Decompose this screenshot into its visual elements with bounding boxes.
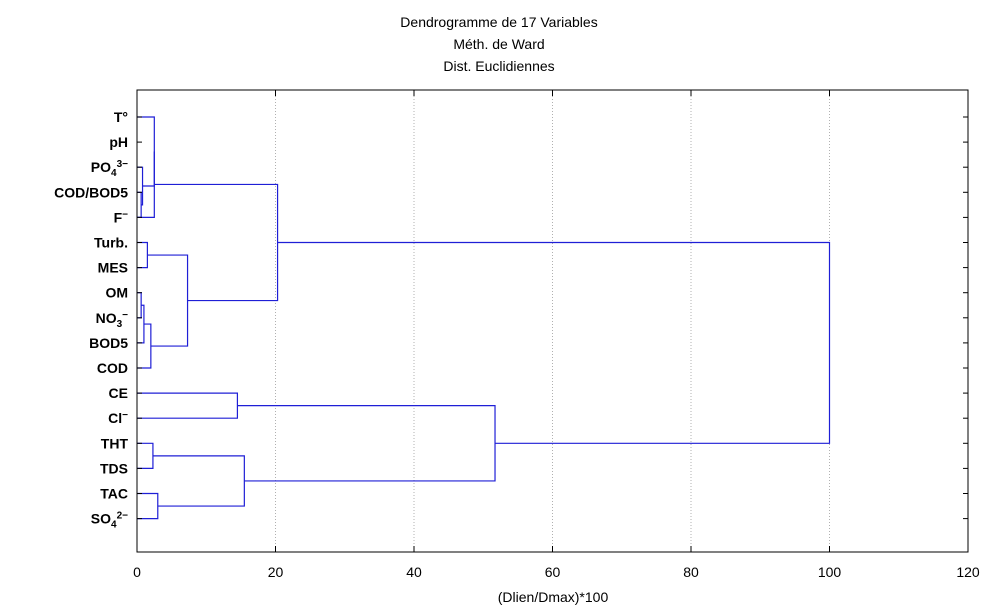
merge-link bbox=[137, 241, 148, 269]
merge-link bbox=[152, 455, 245, 507]
variable-label: Turb. bbox=[94, 235, 128, 251]
title-line-2: Méth. de Ward bbox=[453, 36, 544, 52]
variable-label-text: THT bbox=[101, 435, 129, 451]
variable-label: PO43− bbox=[91, 159, 128, 179]
variable-label: CE bbox=[109, 385, 128, 401]
x-tick-label: 120 bbox=[956, 564, 980, 580]
merge-link bbox=[154, 183, 279, 302]
variable-label: T° bbox=[114, 109, 128, 125]
merge-link bbox=[137, 304, 145, 344]
merge-link bbox=[277, 241, 831, 444]
merge-link bbox=[137, 392, 239, 419]
x-tick-label: 80 bbox=[683, 564, 699, 580]
merge-link bbox=[137, 442, 154, 469]
variable-label-text: MES bbox=[98, 260, 128, 276]
variable-label-text: PO bbox=[91, 159, 111, 175]
merge-link bbox=[137, 292, 142, 319]
variable-label-text: SO bbox=[91, 511, 111, 527]
variable-label-text: NO bbox=[96, 310, 117, 326]
variable-label-subscript: 4 bbox=[111, 520, 117, 531]
variable-label: COD bbox=[97, 360, 128, 376]
variable-label: THT bbox=[101, 435, 129, 451]
variable-label-text: F bbox=[114, 209, 123, 225]
x-axis-ticks: 0 20 40 60 80 100 120 bbox=[133, 90, 980, 580]
x-tick-label: 20 bbox=[268, 564, 284, 580]
variable-label-text: Cl bbox=[108, 410, 122, 426]
variable-label: OM bbox=[105, 285, 128, 301]
variable-label-text: TDS bbox=[100, 460, 128, 476]
x-tick-label: 40 bbox=[406, 564, 422, 580]
chart-title: Dendrogramme de 17 Variables Méth. de Wa… bbox=[400, 14, 597, 74]
variable-label-superscript: − bbox=[122, 410, 128, 421]
merge-link bbox=[137, 151, 155, 218]
variable-label-superscript: 2− bbox=[117, 511, 129, 522]
variable-label: BOD5 bbox=[89, 335, 128, 351]
variable-label-subscript: 4 bbox=[111, 168, 117, 179]
variable-label-subscript: 3 bbox=[117, 319, 123, 330]
variable-label: pH bbox=[109, 134, 128, 150]
variable-label: Cl− bbox=[108, 410, 128, 426]
variable-label-text: BOD5 bbox=[89, 335, 128, 351]
variable-label: SO42− bbox=[91, 511, 128, 531]
variable-label-superscript: 3− bbox=[117, 159, 129, 170]
variable-label-text: Turb. bbox=[94, 235, 128, 251]
variable-label: COD/BOD5 bbox=[54, 184, 128, 200]
title-line-1: Dendrogramme de 17 Variables bbox=[400, 14, 597, 30]
variable-label-text: COD bbox=[97, 360, 128, 376]
variable-label-superscript: − bbox=[122, 310, 128, 321]
variable-label-superscript: − bbox=[122, 209, 128, 220]
merge-link bbox=[137, 191, 142, 218]
merge-link bbox=[147, 254, 189, 347]
variable-label-text: CE bbox=[109, 385, 128, 401]
variable-label: F− bbox=[114, 209, 129, 225]
variable-label-text: TAC bbox=[100, 486, 128, 502]
variable-label: NO3− bbox=[96, 310, 129, 330]
merge-link bbox=[237, 405, 496, 482]
x-axis-title: (Dlien/Dmax)*100 bbox=[498, 589, 609, 605]
merge-link bbox=[137, 492, 159, 520]
x-tick-label: 100 bbox=[818, 564, 842, 580]
dendrogram-tree bbox=[137, 116, 831, 520]
variable-labels: T°pHPO43−COD/BOD5F−Turb.MESOMNO3−BOD5COD… bbox=[54, 109, 968, 531]
variable-label: TAC bbox=[100, 486, 128, 502]
merge-link bbox=[137, 116, 155, 187]
x-tick-label: 0 bbox=[133, 564, 141, 580]
title-line-3: Dist. Euclidiennes bbox=[443, 58, 554, 74]
variable-label-text: OM bbox=[105, 285, 128, 301]
variable-label: MES bbox=[98, 260, 128, 276]
variable-label: TDS bbox=[100, 460, 128, 476]
variable-label-text: T° bbox=[114, 109, 128, 125]
variable-label-text: pH bbox=[109, 134, 128, 150]
variable-label-text: COD/BOD5 bbox=[54, 184, 128, 200]
x-tick-label: 60 bbox=[545, 564, 561, 580]
grid-lines bbox=[275, 90, 830, 552]
